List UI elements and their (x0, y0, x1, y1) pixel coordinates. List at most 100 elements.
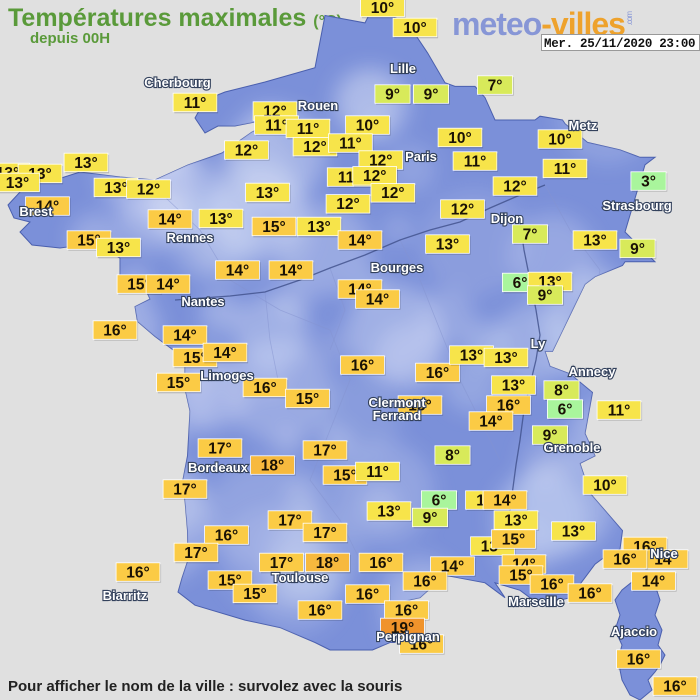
svg-text:13°: 13° (377, 503, 400, 520)
svg-text:16°: 16° (356, 586, 379, 603)
svg-text:17°: 17° (313, 525, 336, 542)
svg-text:Annecy: Annecy (569, 364, 617, 379)
svg-text:16°: 16° (395, 602, 418, 619)
svg-text:16°: 16° (308, 602, 331, 619)
svg-text:9°: 9° (423, 510, 438, 527)
svg-text:13°: 13° (436, 236, 459, 253)
svg-text:13°: 13° (460, 347, 483, 364)
svg-text:12°: 12° (336, 196, 359, 213)
svg-text:16°: 16° (413, 573, 436, 590)
svg-text:14°: 14° (642, 573, 665, 590)
svg-text:13°: 13° (494, 350, 517, 367)
svg-text:Dijon: Dijon (491, 211, 524, 226)
svg-text:8°: 8° (554, 382, 569, 399)
svg-text:13°: 13° (209, 211, 232, 228)
svg-text:Ajaccio: Ajaccio (611, 624, 657, 639)
svg-text:Bourges: Bourges (371, 260, 424, 275)
svg-text:6°: 6° (558, 401, 573, 418)
svg-text:Rennes: Rennes (167, 230, 214, 245)
svg-text:13°: 13° (583, 232, 606, 249)
svg-text:11°: 11° (608, 402, 631, 419)
svg-text:17°: 17° (208, 440, 231, 457)
svg-text:13°: 13° (502, 377, 525, 394)
svg-text:14°: 14° (348, 232, 371, 249)
svg-text:11°: 11° (265, 117, 288, 134)
svg-text:14°: 14° (366, 291, 389, 308)
svg-text:12°: 12° (381, 185, 404, 202)
svg-text:16°: 16° (578, 585, 601, 602)
svg-text:9°: 9° (424, 86, 439, 103)
svg-text:Biarritz: Biarritz (103, 588, 148, 603)
svg-text:Marseille: Marseille (508, 594, 564, 609)
svg-text:12°: 12° (235, 142, 258, 159)
svg-text:15°: 15° (167, 375, 190, 392)
svg-text:13°: 13° (74, 155, 97, 172)
svg-text:13°: 13° (307, 219, 330, 236)
svg-text:14°: 14° (479, 413, 502, 430)
svg-text:13°: 13° (562, 523, 585, 540)
svg-text:10°: 10° (593, 477, 616, 494)
svg-text:14°: 14° (156, 276, 179, 293)
svg-text:16°: 16° (126, 564, 149, 581)
svg-text:Ferrand: Ferrand (373, 408, 421, 423)
svg-text:Bordeaux: Bordeaux (188, 460, 249, 475)
svg-text:9°: 9° (630, 241, 645, 258)
svg-text:9°: 9° (538, 287, 553, 304)
svg-text:16°: 16° (369, 555, 392, 572)
svg-text:Grenoble: Grenoble (543, 440, 600, 455)
svg-text:17°: 17° (173, 481, 196, 498)
svg-text:10°: 10° (403, 20, 426, 37)
svg-text:Nice: Nice (650, 546, 677, 561)
svg-text:10°: 10° (371, 0, 394, 17)
svg-text:Lille: Lille (390, 61, 416, 76)
svg-text:16°: 16° (540, 576, 563, 593)
svg-text:6°: 6° (513, 275, 528, 292)
svg-text:10°: 10° (448, 130, 471, 147)
svg-text:3°: 3° (641, 173, 656, 190)
svg-text:16°: 16° (663, 678, 686, 695)
svg-text:16°: 16° (215, 527, 238, 544)
svg-text:Brest: Brest (19, 204, 53, 219)
svg-text:14°: 14° (226, 262, 249, 279)
svg-text:11°: 11° (184, 95, 207, 112)
svg-text:15°: 15° (333, 467, 356, 484)
svg-text:7°: 7° (488, 77, 503, 94)
svg-text:17°: 17° (184, 545, 207, 562)
svg-text:Cherbourg: Cherbourg (144, 75, 211, 90)
svg-text:13°: 13° (104, 180, 127, 197)
svg-text:Nantes: Nantes (181, 294, 224, 309)
svg-text:14°: 14° (158, 211, 181, 228)
svg-text:16°: 16° (253, 380, 276, 397)
svg-text:14°: 14° (493, 492, 516, 509)
svg-text:16°: 16° (103, 322, 126, 339)
svg-text:14°: 14° (279, 262, 302, 279)
svg-text:10°: 10° (548, 131, 571, 148)
svg-text:Limoges: Limoges (200, 368, 253, 383)
svg-text:17°: 17° (278, 512, 301, 529)
svg-text:9°: 9° (385, 86, 400, 103)
svg-text:11°: 11° (297, 121, 320, 138)
svg-text:17°: 17° (313, 442, 336, 459)
svg-text:Rouen: Rouen (298, 98, 339, 113)
svg-text:13°: 13° (504, 512, 527, 529)
svg-text:Paris: Paris (405, 149, 437, 164)
svg-text:Perpignan: Perpignan (376, 629, 440, 644)
svg-text:11°: 11° (339, 135, 362, 152)
svg-text:8°: 8° (445, 447, 460, 464)
svg-text:Toulouse: Toulouse (272, 570, 329, 585)
svg-text:11°: 11° (464, 153, 487, 170)
svg-text:12°: 12° (503, 178, 526, 195)
svg-text:18°: 18° (261, 457, 284, 474)
svg-text:Strasbourg: Strasbourg (602, 198, 671, 213)
svg-text:Metz: Metz (569, 118, 598, 133)
svg-text:15°: 15° (262, 219, 285, 236)
svg-text:11°: 11° (366, 464, 389, 481)
svg-text:10°: 10° (356, 117, 379, 134)
svg-text:11°: 11° (554, 161, 577, 178)
svg-text:13°: 13° (107, 240, 130, 257)
svg-text:15°: 15° (502, 531, 525, 548)
svg-text:15°: 15° (296, 391, 319, 408)
svg-text:14°: 14° (173, 327, 196, 344)
svg-text:13°: 13° (256, 185, 279, 202)
svg-text:16°: 16° (627, 651, 650, 668)
